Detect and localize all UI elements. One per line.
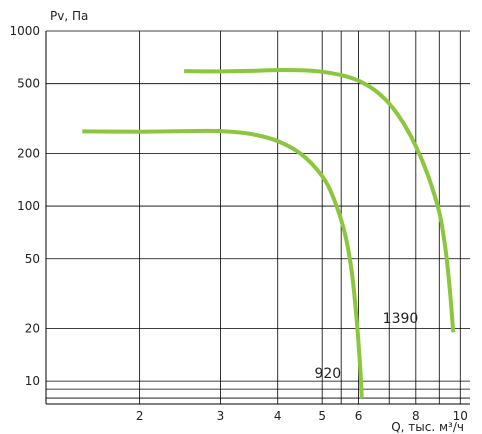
series-label-920: 920 bbox=[314, 366, 341, 382]
series-labels: 920 1390 bbox=[314, 311, 418, 382]
y-axis-label: Pv, Па bbox=[50, 9, 88, 23]
x-tick-label: 6 bbox=[355, 409, 363, 423]
y-tick-label: 10 bbox=[25, 374, 40, 388]
x-axis-label: Q, тыс. м³/ч bbox=[391, 420, 464, 434]
y-tick-label: 50 bbox=[25, 252, 40, 266]
series-line-920 bbox=[82, 128, 364, 399]
series-label-1390: 1390 bbox=[383, 311, 419, 327]
x-tick-label: 5 bbox=[318, 409, 326, 423]
y-tick-label: 20 bbox=[25, 321, 40, 335]
grid bbox=[45, 30, 470, 405]
x-tick-label: 4 bbox=[274, 409, 282, 423]
y-tick-label: 200 bbox=[17, 146, 40, 160]
x-tick-label: 3 bbox=[217, 409, 225, 423]
x-tick-label: 10 bbox=[453, 409, 468, 423]
series-line-1390 bbox=[184, 68, 456, 333]
tick-labels: 1000 500 200 100 50 20 10 2 3 4 5 6 8 10 bbox=[9, 24, 467, 423]
x-tick-label: 8 bbox=[412, 409, 420, 423]
x-tick-label: 2 bbox=[136, 409, 144, 423]
y-tick-label: 100 bbox=[17, 199, 40, 213]
y-tick-label: 1000 bbox=[9, 24, 40, 38]
y-tick-label: 500 bbox=[17, 77, 40, 91]
curves bbox=[82, 68, 456, 399]
